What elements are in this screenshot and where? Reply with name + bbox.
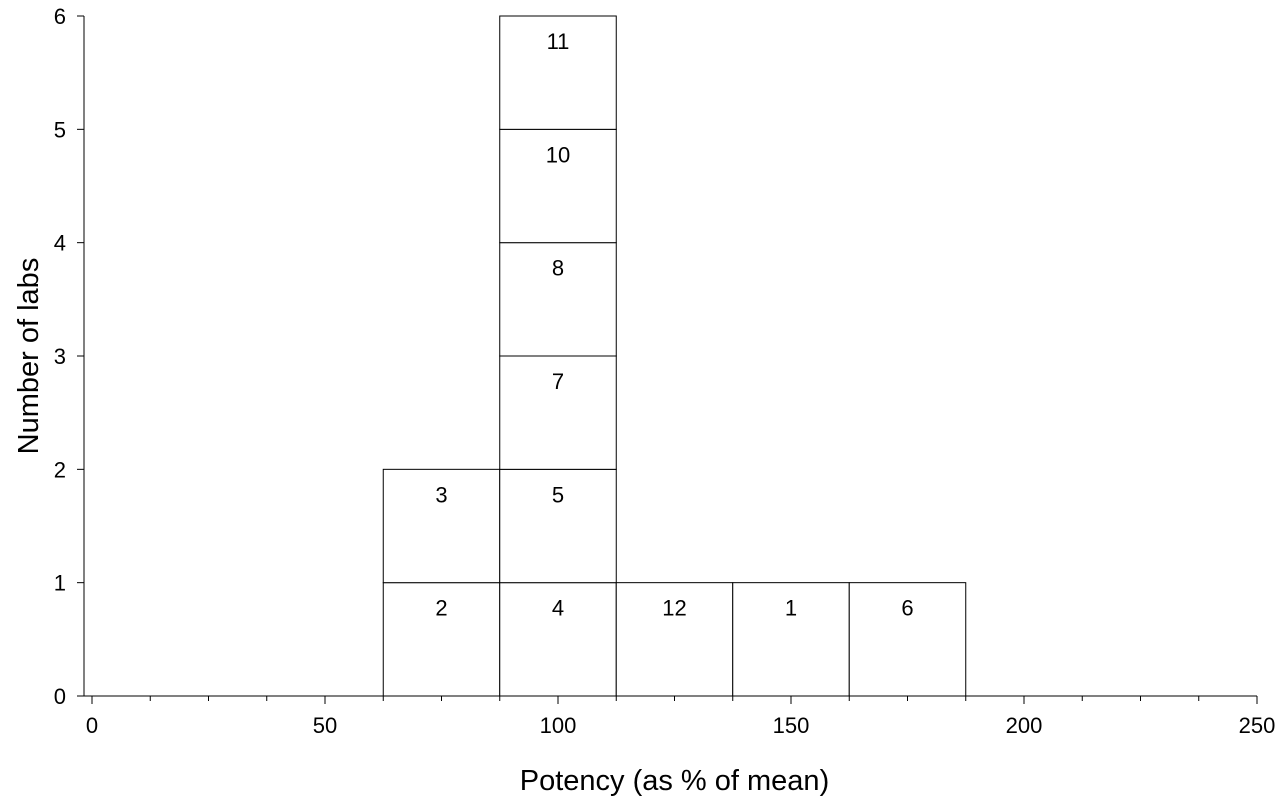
lab-box-label: 5 [552,482,564,507]
lab-box [732,582,850,697]
lab-box-label: 1 [785,596,797,621]
x-tick-label: 150 [773,713,810,738]
y-axis-title: Number of labs [13,258,45,455]
x-tick-label: 250 [1239,713,1276,738]
lab-box-label: 10 [546,142,570,167]
y-tick-label: 4 [54,231,66,256]
x-tick-label: 200 [1006,713,1043,738]
lab-box [382,582,501,697]
lab-box [499,15,617,130]
lab-box [382,468,501,584]
y-tick-label: 2 [54,457,66,482]
y-axis-ticks: 0 1 2 3 4 5 6 [54,4,84,709]
lab-box [848,582,967,697]
lab-box-label: 11 [547,29,570,54]
lab-box [499,128,617,244]
x-tick-label: 50 [313,713,337,738]
lab-box-label: 4 [552,596,564,621]
x-tick-label: 100 [540,713,577,738]
x-axis-title: Potency (as % of mean) [520,765,829,797]
lab-box-label: 2 [435,596,447,621]
x-axis-ticks: 0 50 100 150 200 250 [86,696,1275,738]
y-tick-label: 6 [54,4,66,29]
y-tick-label: 5 [54,117,66,142]
lab-box-label: 7 [552,369,564,394]
lab-box-label: 6 [901,596,913,621]
lab-box [499,242,617,357]
lab-boxes: 2 3 4 5 7 8 10 11 12 1 6 [382,15,967,697]
y-tick-label: 0 [54,684,66,709]
lab-box-label: 12 [662,596,686,621]
y-tick-label: 1 [54,571,66,596]
lab-box [499,468,617,584]
x-tick-label: 0 [86,713,98,738]
y-tick-label: 3 [54,344,66,369]
lab-box-label: 8 [552,256,564,281]
lab-box-label: 3 [435,482,447,507]
lab-box [499,355,617,470]
